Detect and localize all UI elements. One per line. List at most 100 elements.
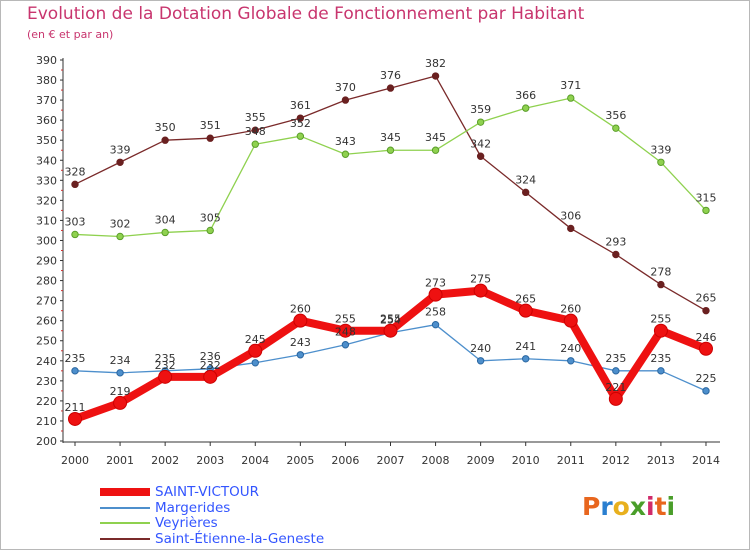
legend-label: SAINT-VICTOUR [155,484,259,500]
data-point [612,250,620,259]
data-label: 255 [335,313,356,326]
data-point [296,132,305,140]
data-point [251,126,259,134]
data-point [296,114,305,122]
data-point [522,188,530,197]
data-label: 265 [515,293,536,306]
data-point [612,367,620,375]
data-label: 350 [155,121,176,134]
data-point [702,387,710,395]
data-label: 278 [650,266,671,279]
data-point [563,313,578,328]
data-point [612,124,620,132]
data-label: 345 [380,131,401,144]
x-tick-label: 2008 [422,454,450,467]
y-tick-label: 300 [36,234,57,247]
y-tick-label: 250 [36,335,57,348]
legend-swatch [100,538,150,540]
data-point [338,323,353,338]
y-tick-label: 220 [36,395,57,408]
legend-item-veyrieres: Veyrières [100,515,218,531]
y-tick-label: 310 [36,214,57,227]
data-point [567,357,575,365]
legend-swatch [100,488,150,496]
data-label: 260 [290,303,311,316]
data-label: 359 [470,103,491,116]
data-point [341,96,350,104]
data-label: 324 [515,173,536,186]
data-point [251,359,259,367]
data-label: 240 [560,342,581,355]
data-label: 248 [335,326,356,339]
data-point [431,72,440,80]
x-tick-label: 2003 [196,454,224,467]
data-label: 241 [515,340,536,353]
data-point [653,323,668,338]
y-tick-label: 360 [36,114,57,127]
data-label: 305 [200,211,221,224]
data-point [698,341,713,356]
data-label: 366 [515,89,536,102]
data-label: 235 [155,352,176,365]
data-point [657,367,665,375]
data-label: 328 [65,165,86,178]
data-label: 232 [155,359,176,372]
data-point [567,224,575,233]
data-label: 351 [200,119,221,132]
y-tick-label: 320 [36,194,57,207]
data-point [657,158,665,166]
data-label: 304 [155,213,176,226]
data-point [206,134,214,142]
data-label: 255 [380,313,401,326]
data-label: 225 [695,372,716,385]
data-label: 260 [560,303,581,316]
x-tick-label: 2014 [692,454,720,467]
data-point [161,228,169,237]
legend-label: Saint-Étienne-la-Geneste [155,531,325,547]
data-point [158,369,173,384]
x-tick-label: 2004 [241,454,269,467]
data-label: 352 [290,117,311,130]
y-tick-label: 330 [36,174,57,187]
data-label: 342 [470,137,491,150]
data-point [71,230,79,239]
data-label: 265 [695,292,716,305]
data-point [518,303,533,318]
data-label: 234 [110,354,131,367]
data-label: 211 [65,401,86,414]
data-point [522,355,530,363]
data-point [71,367,79,375]
data-point [657,280,665,289]
legend-item-margerides: Margerides [100,500,230,516]
data-point [473,283,488,298]
data-point [161,136,169,144]
legend-label: Margerides [155,500,231,516]
legend-label: Veyrières [155,515,218,531]
data-label: 243 [290,336,311,349]
data-label: 293 [605,236,626,249]
data-label: 315 [695,191,716,204]
data-label: 348 [245,125,266,138]
data-point [116,369,124,377]
data-label: 306 [560,209,581,222]
chart-subtitle: (en € et par an) [27,28,114,41]
data-point [522,104,530,112]
data-point [476,152,485,160]
data-label: 273 [425,277,446,290]
x-tick-label: 2009 [467,454,495,467]
y-tick-label: 390 [36,54,57,67]
data-label: 356 [605,109,626,122]
data-label: 382 [425,57,446,70]
data-point [293,313,308,328]
x-tick-label: 2007 [376,454,404,467]
data-label: 255 [650,313,671,326]
data-label: 235 [650,352,671,365]
legend-item-saint-victour: SAINT-VICTOUR [100,484,259,500]
y-tick-label: 290 [36,255,57,268]
data-point [116,232,124,241]
data-label: 339 [650,143,671,156]
data-point [386,146,395,154]
y-tick-label: 210 [36,415,57,428]
data-point [71,180,79,189]
data-label: 371 [560,79,581,92]
